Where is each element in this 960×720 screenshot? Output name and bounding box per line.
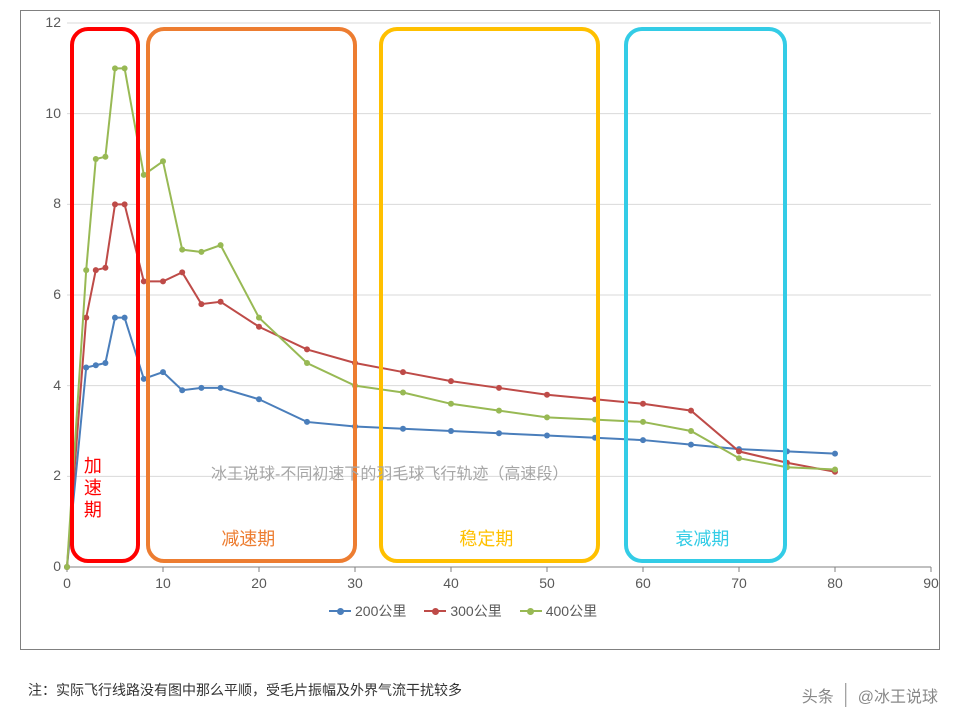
legend-label: 300公里: [450, 601, 501, 621]
y-tick-label: 2: [37, 467, 61, 483]
x-tick-label: 20: [249, 575, 269, 591]
x-tick-label: 30: [345, 575, 365, 591]
x-tick-label: 0: [57, 575, 77, 591]
phase-label: 减速期: [221, 525, 275, 551]
chart-watermark: 冰王说球-不同初速下的羽毛球飞行轨迹（高速段）: [211, 460, 568, 484]
series-marker: [832, 451, 838, 457]
attribution-prefix: 头条: [802, 689, 834, 706]
y-tick-label: 10: [37, 105, 61, 121]
y-tick-label: 6: [37, 286, 61, 302]
x-tick-label: 80: [825, 575, 845, 591]
legend-swatch-icon: [424, 610, 446, 612]
y-tick-label: 8: [37, 195, 61, 211]
footnote-text: 注：实际飞行线路没有图中那么平顺，受毛片振幅及外界气流干扰较多: [28, 680, 462, 700]
separator-icon: ｜: [834, 683, 858, 710]
legend-label: 200公里: [355, 601, 406, 621]
chart-container: 0 10 20 30 40 50 60 70 80 90 0 2 4 6 8 10 12 加速期减速期 稳定期 衰…: [20, 10, 940, 650]
phase-label: 衰减期: [675, 525, 729, 551]
phase-box: [70, 27, 140, 563]
y-tick-label: 0: [37, 558, 61, 574]
legend-item: 400公里: [520, 601, 597, 621]
series-marker: [64, 564, 70, 570]
x-tick-label: 90: [921, 575, 941, 591]
phase-label: 加速期: [84, 455, 102, 521]
x-tick-label: 40: [441, 575, 461, 591]
x-tick-label: 10: [153, 575, 173, 591]
phase-box: [624, 27, 787, 563]
y-tick-label: 4: [37, 377, 61, 393]
attribution: 头条｜@冰王说球: [802, 676, 938, 711]
legend-swatch-icon: [520, 610, 542, 612]
legend-label: 400公里: [546, 601, 597, 621]
chart-legend: 200公里 300公里 400公里: [329, 601, 597, 621]
legend-swatch-icon: [329, 610, 351, 612]
x-tick-label: 60: [633, 575, 653, 591]
series-marker: [832, 467, 838, 473]
x-tick-label: 50: [537, 575, 557, 591]
phase-label: 稳定期: [459, 525, 513, 551]
legend-item: 300公里: [424, 601, 501, 621]
attribution-handle: @冰王说球: [858, 689, 938, 706]
x-tick-label: 70: [729, 575, 749, 591]
y-tick-label: 12: [37, 14, 61, 30]
legend-item: 200公里: [329, 601, 406, 621]
